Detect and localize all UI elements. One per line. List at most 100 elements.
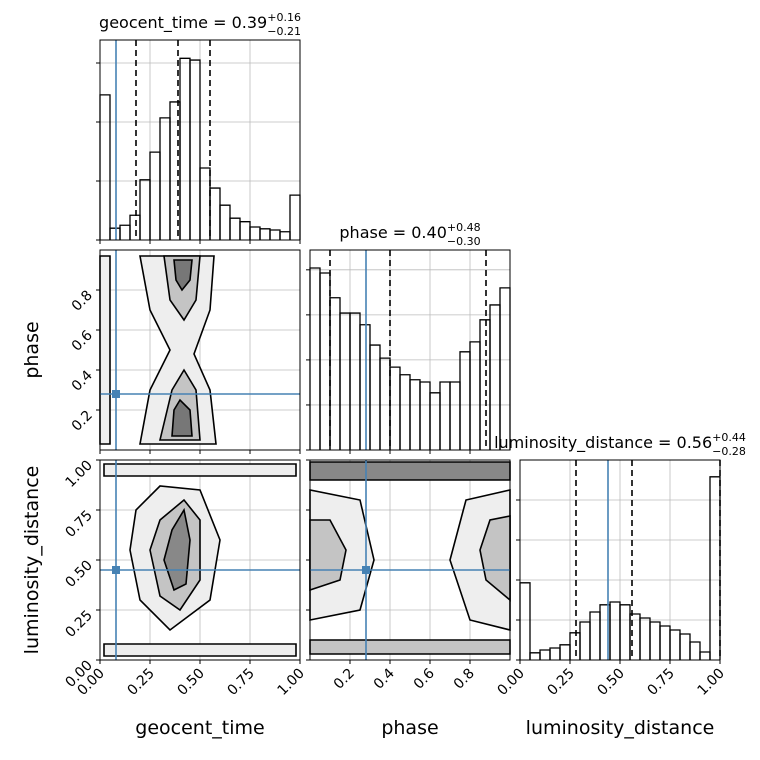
x-tick-label: 0.75 [644, 666, 677, 699]
x-tick-label: 0.2 [331, 666, 358, 693]
truth-point [112, 566, 120, 574]
histogram-bin [329, 297, 341, 450]
histogram-bin [179, 57, 191, 240]
histogram-bin [639, 617, 651, 660]
histogram-bin [319, 272, 331, 450]
x-tick-label: 0.50 [594, 666, 627, 699]
histogram-bin [109, 227, 121, 240]
panel-frame [99, 249, 301, 451]
panel-title: phase = 0.40+0.48 [339, 221, 480, 242]
histogram-bin [349, 312, 361, 450]
y-tick-label: 0.75 [62, 508, 95, 541]
x-tick-label: 0.4 [371, 665, 398, 692]
histogram-bin [289, 194, 301, 240]
histogram-bin [99, 94, 111, 240]
histogram-bin [519, 582, 531, 660]
contour [103, 643, 297, 657]
y-tick-label: 0.50 [62, 558, 95, 591]
histogram-bin [469, 341, 481, 450]
histogram-bin [369, 344, 381, 450]
x-axis-label: phase [381, 717, 438, 739]
x-tick-label: 0.25 [544, 666, 577, 699]
panel: 0.00 0.25 0.50 0.75 1.000.000.250.500.751.00… [21, 458, 308, 739]
histogram-bin [579, 621, 591, 660]
panel-frame [99, 459, 301, 661]
histogram-bin [199, 167, 211, 240]
x-tick-label: 0.50 [174, 666, 207, 699]
title-sup: +0.44 [712, 431, 746, 444]
title-sub: −0.30 [447, 235, 481, 248]
y-tick-label: 0.4 [69, 367, 96, 394]
y-tick-label: 1.00 [62, 458, 95, 491]
histogram-bin [609, 601, 621, 660]
histogram-bin [409, 379, 421, 450]
histogram-bin [339, 312, 351, 450]
histogram-bin [569, 632, 581, 660]
histogram-bin [269, 229, 281, 240]
histogram-bin [499, 287, 511, 450]
histogram-bin [689, 641, 701, 660]
contour [173, 259, 193, 292]
contour [309, 461, 511, 481]
x-tick-label: 1.00 [274, 666, 307, 699]
panel-frame [519, 459, 721, 661]
histogram-bin [699, 651, 711, 660]
y-tick-label: 0.6 [69, 327, 96, 354]
histogram-bin [549, 647, 561, 660]
histogram-bin [149, 151, 161, 240]
x-tick-label: 0.6 [411, 665, 438, 692]
histogram-bin [389, 366, 401, 450]
title-sup: +0.48 [447, 221, 481, 234]
contour [103, 463, 297, 477]
histogram-bin [189, 59, 201, 240]
histogram-bin [669, 629, 681, 660]
contour [171, 398, 193, 437]
histogram-bin [399, 374, 411, 450]
histogram-bin [459, 351, 471, 450]
x-tick-label: 0.25 [124, 666, 157, 699]
contour [309, 639, 511, 655]
histogram-bin [709, 476, 721, 660]
histogram-bin [659, 625, 671, 660]
panel: 0.2 0.4 0.6 0.8 phase [21, 249, 301, 454]
histogram-bin [229, 217, 241, 240]
x-axis-label: luminosity_distance [526, 717, 715, 739]
title-sub: −0.21 [267, 25, 301, 38]
truth-point [362, 566, 370, 574]
panel: geocent_time = 0.39+0.16−0.21 [96, 11, 301, 244]
histogram-bin [119, 224, 131, 240]
histogram-bin [619, 604, 631, 660]
title-main: phase = 0.40 [339, 223, 446, 242]
histogram-bin [379, 357, 391, 450]
panel-title: geocent_time = 0.39+0.16 [99, 11, 301, 33]
histogram-bin [209, 187, 221, 240]
panel-title: luminosity_distance = 0.56+0.44 [494, 431, 746, 453]
title-main: geocent_time = 0.39 [99, 13, 267, 33]
histogram-bin [589, 611, 601, 660]
y-tick-label: 0.2 [69, 408, 96, 435]
x-tick-label: 0.8 [451, 666, 478, 693]
panel-frame [309, 249, 511, 451]
panel: 0.2 0.4 0.6 0.8 phase [306, 459, 511, 739]
y-axis-label: luminosity_distance [21, 466, 43, 655]
x-tick-label: 0.00 [494, 666, 527, 699]
title-main: luminosity_distance = 0.56 [494, 433, 712, 453]
histogram-bin [279, 231, 291, 240]
histogram-bin [309, 267, 321, 450]
histogram-bin [439, 381, 451, 450]
panel: phase = 0.40+0.48−0.30 [306, 221, 511, 454]
histogram-bin [489, 304, 501, 450]
panel-frame [309, 459, 511, 661]
histogram-bin [539, 649, 551, 660]
x-axis-label: geocent_time [135, 717, 264, 739]
histogram-bin [559, 644, 571, 660]
histogram-bin [219, 204, 231, 240]
histogram-bin [649, 621, 661, 660]
x-tick-label: 0.75 [224, 666, 257, 699]
histogram-bin [419, 381, 431, 450]
histogram-bin [259, 228, 271, 240]
histogram-bin [429, 392, 441, 450]
title-sub: −0.28 [712, 445, 746, 458]
histogram-bin [449, 381, 461, 450]
